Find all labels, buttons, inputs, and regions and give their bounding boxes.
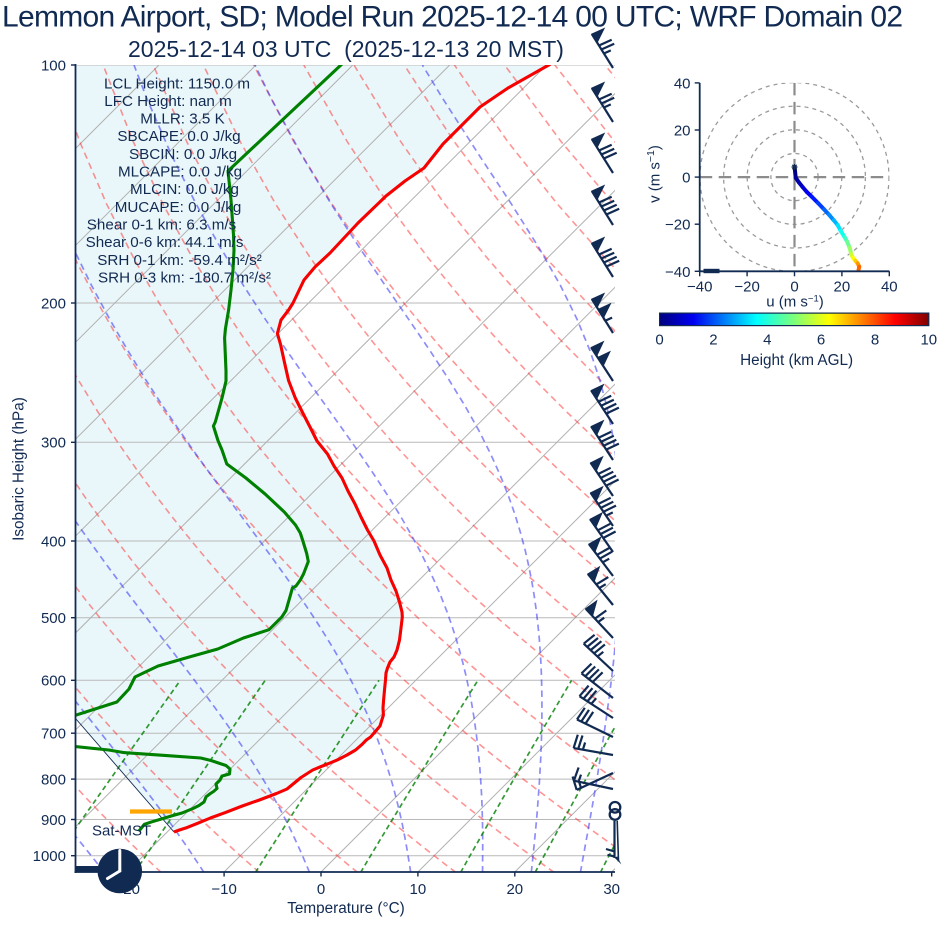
svg-text:SRH 0-1 km: -59.4 m²/s²: SRH 0-1 km: -59.4 m²/s² [97,252,262,269]
svg-text:20: 20 [834,279,851,296]
svg-text:SBCIN: 0.0 J/kg: SBCIN: 0.0 J/kg [129,146,237,163]
svg-text:−20: −20 [734,279,759,296]
svg-text:0: 0 [655,332,663,349]
svg-text:40: 40 [674,75,691,92]
svg-text:0: 0 [682,170,690,187]
svg-text:6: 6 [817,332,825,349]
svg-text:−10: −10 [211,881,236,898]
svg-text:MUCAPE: 0.0 J/kg: MUCAPE: 0.0 J/kg [115,199,242,216]
svg-text:LCL Height: 1150.0 m: LCL Height: 1150.0 m [104,75,250,92]
svg-text:400: 400 [41,533,66,550]
svg-text:2: 2 [709,332,717,349]
svg-text:1000: 1000 [33,848,66,865]
svg-text:Height (km AGL): Height (km AGL) [740,352,853,369]
svg-text:Lemmon Airport, SD; Model Run: Lemmon Airport, SD; Model Run 2025-12-14… [2,1,902,34]
svg-text:20: 20 [506,881,523,898]
svg-text:SRH 0-3 km: -180.7 m²/s²: SRH 0-3 km: -180.7 m²/s² [98,269,271,286]
svg-text:700: 700 [41,726,66,743]
svg-text:800: 800 [41,771,66,788]
svg-text:600: 600 [41,673,66,690]
svg-text:Temperature (°C): Temperature (°C) [287,900,404,917]
svg-text:Isobaric Height (hPa): Isobaric Height (hPa) [11,397,28,541]
svg-text:20: 20 [674,123,691,140]
svg-text:500: 500 [41,610,66,627]
svg-text:30: 30 [603,881,620,898]
svg-text:Sat-MST: Sat-MST [92,823,151,840]
svg-text:Shear 0-6 km: 44.1 m/s: Shear 0-6 km: 44.1 m/s [86,234,244,251]
svg-text:200: 200 [41,295,66,312]
svg-text:10: 10 [410,881,427,898]
svg-text:300: 300 [41,435,66,452]
svg-text:100: 100 [41,57,66,74]
svg-text:LFC Height: nan m: LFC Height: nan m [104,93,231,110]
svg-text:40: 40 [881,279,898,296]
svg-text:MLLR: 3.5 K: MLLR: 3.5 K [140,111,224,128]
svg-text:900: 900 [41,812,66,829]
svg-text:4: 4 [763,332,771,349]
svg-text:Shear 0-1 km: 6.3 m/s: Shear 0-1 km: 6.3 m/s [87,217,237,234]
svg-text:−20: −20 [665,217,690,234]
svg-text:MLCAPE: 0.0 J/kg: MLCAPE: 0.0 J/kg [118,164,242,181]
svg-text:MLCIN: 0.0 J/kg: MLCIN: 0.0 J/kg [130,181,239,198]
svg-text:−40: −40 [687,279,712,296]
svg-text:0: 0 [317,881,325,898]
svg-text:8: 8 [871,332,879,349]
svg-text:SBCAPE: 0.0 J/kg: SBCAPE: 0.0 J/kg [117,128,240,145]
svg-text:10: 10 [920,332,937,349]
svg-text:−40: −40 [665,264,690,281]
svg-text:0: 0 [790,279,798,296]
svg-text:2025-12-14 03 UTC (2025-12-13: 2025-12-14 03 UTC (2025-12-13 20 MST) [128,36,564,62]
